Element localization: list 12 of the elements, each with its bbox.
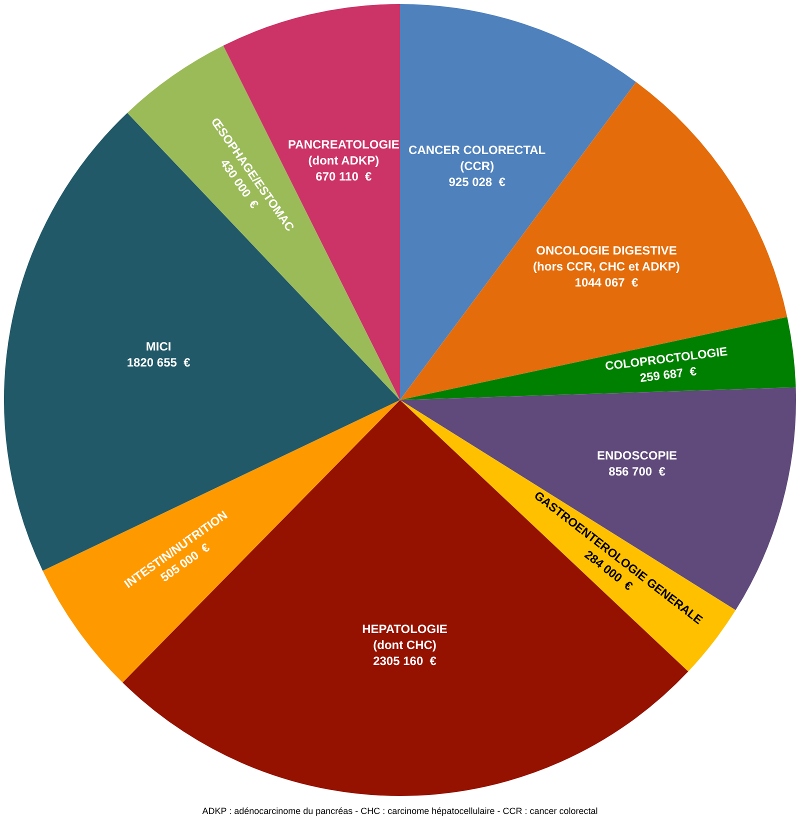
slice-label: MICI (146, 340, 172, 354)
data-label: 925 028 € (448, 175, 506, 190)
data-label: 670 110 € (316, 169, 372, 184)
slice-label: CANCER COLORECTAL (CCR) (408, 143, 546, 174)
text: ADKP : adénocarcinome du pancréas - CHC : carcinome hépatocellulaire - CCR : cancer colorectal (201, 806, 599, 816)
data-label: 856 700 € (608, 464, 666, 478)
data-label: 1044 067 € (574, 275, 638, 290)
slice-label: ENDOSCOPIE (597, 448, 678, 462)
data-label: 2305 160 € (373, 654, 437, 668)
data-label: 1820 655 € (126, 356, 191, 370)
slice-label: HEPATOLOGIE (dont CHC) (362, 622, 448, 652)
slice-label: ONCOLOGIE DIGESTIVE (hors CCR, CHC et ADKP) (533, 243, 680, 274)
